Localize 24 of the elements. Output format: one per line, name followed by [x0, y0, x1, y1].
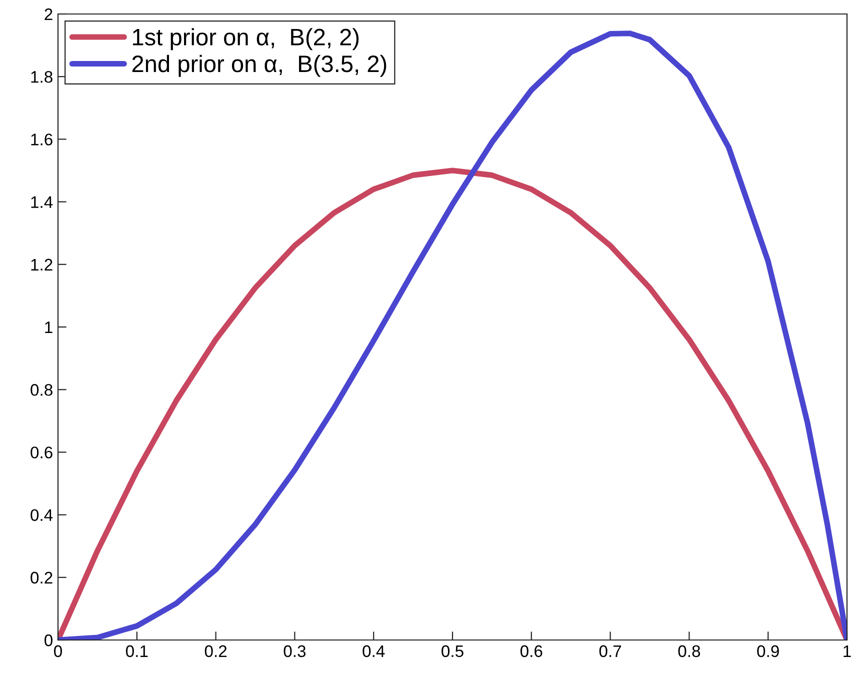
y-tick-label: 2 [44, 8, 52, 20]
y-tick-label: 1 [45, 322, 52, 334]
y-tick-label: 0.2 [30, 572, 52, 584]
y-tick-label: 1.4 [31, 196, 53, 208]
x-tick-label: 0.1 [126, 645, 148, 658]
x-tick-label: 0.7 [599, 645, 622, 658]
y-tick-label: 1.8 [31, 71, 52, 83]
x-tick-label: 0.4 [362, 645, 385, 658]
x-tick-label: 0.5 [442, 645, 464, 658]
x-tick-label: 1 [844, 645, 851, 657]
x-tick-label: 0.9 [757, 645, 779, 658]
x-tick-label: 0 [54, 645, 62, 658]
legend-label: 2nd prior on α, B(3.5, 2) [132, 54, 386, 77]
x-tick-label: 0.2 [204, 645, 227, 658]
y-tick-label: 1.2 [31, 258, 52, 270]
y-tick-label: 0 [44, 634, 52, 646]
y-tick-label: 1.6 [31, 134, 52, 146]
y-tick-label: 0.6 [30, 446, 52, 458]
y-tick-label: 0.8 [30, 384, 52, 396]
x-tick-label: 0.6 [520, 645, 542, 658]
x-tick-label: 0.3 [284, 645, 306, 658]
y-tick-label: 0.4 [30, 509, 53, 522]
legend-label: 1st prior on α, B(2, 2) [132, 28, 359, 50]
x-tick-label: 0.8 [678, 645, 700, 658]
